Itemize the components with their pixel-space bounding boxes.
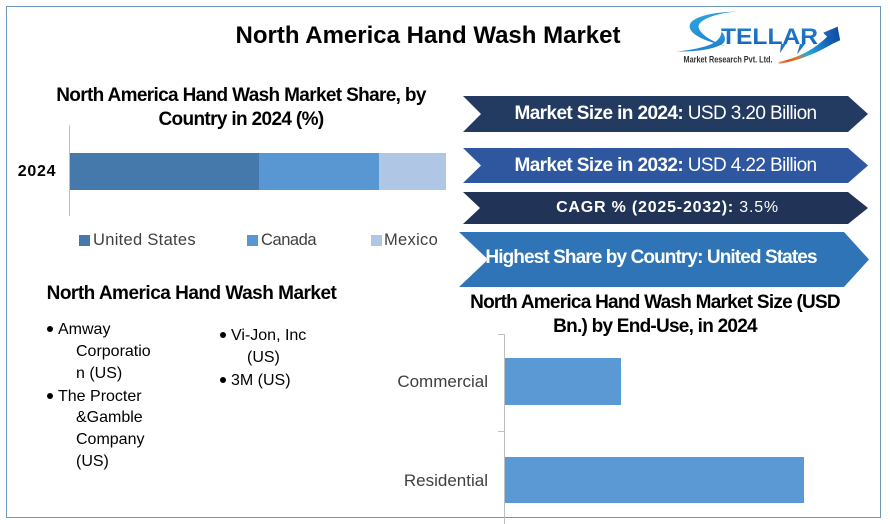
svg-text:Market Research Pvt. Ltd.: Market Research Pvt. Ltd.: [684, 55, 773, 65]
